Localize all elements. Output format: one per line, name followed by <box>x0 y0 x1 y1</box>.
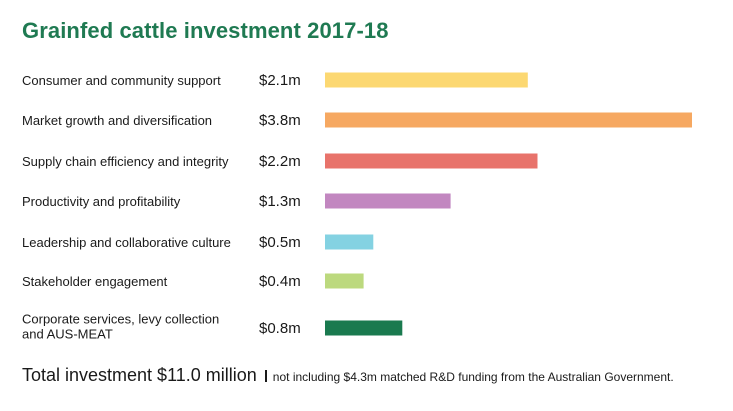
category-label: Consumer and community support <box>22 73 221 88</box>
category-label: Leadership and collaborative culture <box>22 235 231 250</box>
bar <box>325 320 403 336</box>
value-label: $0.8m <box>259 320 301 337</box>
chart-title: Grainfed cattle investment 2017-18 <box>22 18 389 43</box>
value-label: $0.5m <box>259 234 301 251</box>
bar <box>325 72 528 88</box>
category-label: Supply chain efficiency and integrity <box>22 154 229 169</box>
footer-separator <box>264 370 267 382</box>
bar <box>325 193 451 209</box>
total-investment-text: Total investment $11.0 million <box>22 365 257 385</box>
footer-note-text: not including $4.3m matched R&D funding … <box>272 370 674 384</box>
value-label: $2.2m <box>259 153 301 170</box>
value-label: $2.1m <box>259 72 301 89</box>
category-label: Market growth and diversification <box>22 113 212 128</box>
bar <box>325 153 538 169</box>
chart-footer: Total investment $11.0 million not includ… <box>22 365 674 386</box>
bar <box>325 273 364 289</box>
bar <box>325 112 692 128</box>
value-label: $0.4m <box>259 273 301 290</box>
category-label: Productivity and profitability <box>22 194 181 209</box>
value-label: $3.8m <box>259 112 301 129</box>
category-label: Stakeholder engagement <box>22 274 168 289</box>
value-label: $1.3m <box>259 193 301 210</box>
category-label: Corporate services, levy collection and A… <box>22 312 219 342</box>
bar <box>325 234 374 250</box>
